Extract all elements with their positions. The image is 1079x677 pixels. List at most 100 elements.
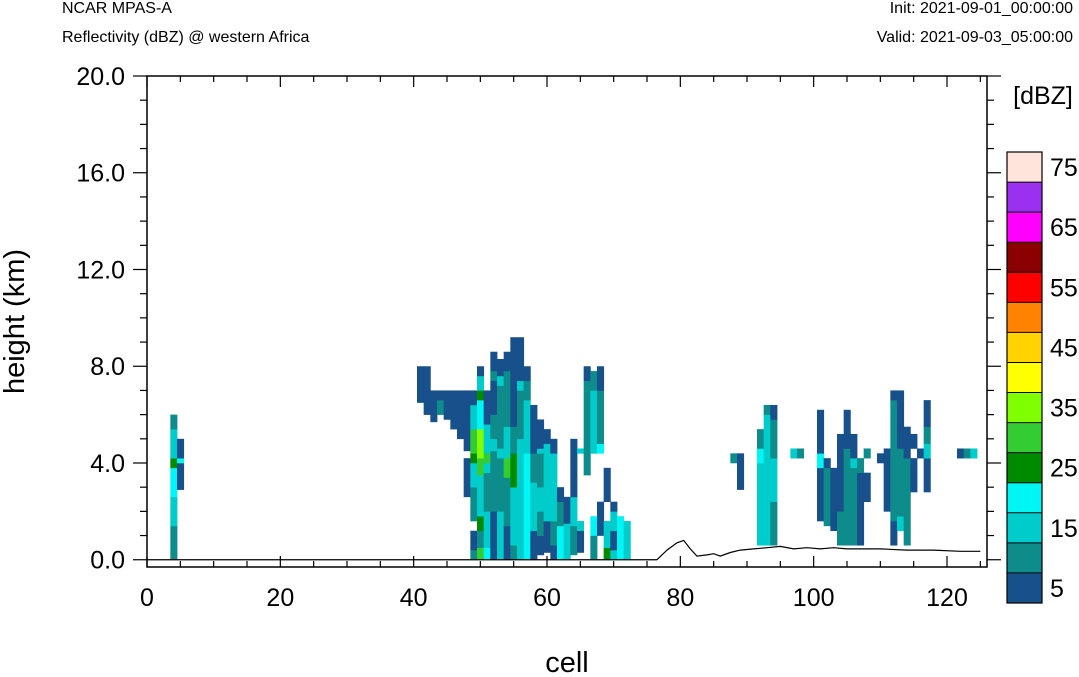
reflectivity-cell [603, 530, 611, 548]
reflectivity-cell [510, 453, 518, 464]
reflectivity-cell [450, 390, 458, 430]
colorbar-label: 25 [1050, 455, 1078, 483]
reflectivity-cell [830, 467, 838, 532]
reflectivity-cell [923, 400, 931, 428]
reflectivity-cell [550, 545, 558, 561]
colorbar-label: 55 [1050, 274, 1078, 302]
reflectivity-cell [797, 448, 805, 459]
reflectivity-cell [537, 419, 545, 449]
reflectivity-cell [477, 390, 485, 401]
reflectivity-cell [503, 458, 511, 478]
reflectivity-cell [170, 525, 178, 561]
reflectivity-cell [897, 390, 905, 449]
reflectivity-cell [483, 472, 491, 512]
reflectivity-cell [823, 467, 831, 527]
reflectivity-cell [523, 453, 531, 561]
reflectivity-cell [457, 390, 465, 440]
reflectivity-cell [470, 487, 478, 522]
reflectivity-cells [170, 337, 978, 561]
colorbar-swatch [1007, 362, 1042, 393]
reflectivity-cell [177, 458, 185, 464]
reflectivity-cell [537, 448, 545, 454]
reflectivity-cell [923, 458, 931, 493]
colorbar-swatch [1007, 482, 1042, 514]
colorbar-title: [dBZ] [1013, 82, 1073, 110]
reflectivity-cell [510, 545, 518, 561]
reflectivity-cell [170, 414, 178, 430]
reflectivity-cell [910, 458, 918, 493]
colorbar-label: 75 [1050, 154, 1078, 182]
reflectivity-cell [477, 458, 485, 476]
reflectivity-cell [837, 511, 845, 546]
reflectivity-cell [603, 547, 611, 561]
reflectivity-cell [903, 458, 911, 546]
reflectivity-cell [550, 453, 558, 522]
reflectivity-cell [610, 501, 618, 512]
reflectivity-cell [477, 475, 485, 517]
colorbar-swatch [1007, 332, 1042, 363]
reflectivity-cell [483, 463, 491, 473]
x-tick-label: 20 [266, 584, 294, 612]
reflectivity-cell [470, 463, 478, 488]
reflectivity-cell [890, 390, 898, 401]
reflectivity-cell [763, 414, 771, 546]
reflectivity-cell [463, 390, 471, 452]
reflectivity-cell [957, 448, 965, 459]
x-axis-ticks: 0 20 40 60 80 100 120 [140, 76, 981, 612]
reflectivity-cell [577, 530, 585, 553]
reflectivity-cell [477, 547, 485, 561]
reflectivity-cell [177, 438, 185, 459]
reflectivity-cell [590, 535, 598, 561]
reflectivity-cell [770, 419, 778, 459]
reflectivity-cell [603, 467, 611, 502]
reflectivity-cell [557, 501, 565, 527]
reflectivity-cell [763, 404, 771, 415]
init-time: Init: 2021-09-01_00:00:00 [889, 0, 1073, 17]
reflectivity-cell [857, 472, 865, 546]
colorbar-label: 65 [1050, 214, 1078, 242]
reflectivity-cell [490, 371, 498, 382]
reflectivity-cell [497, 375, 505, 386]
reflectivity-cell [490, 450, 498, 512]
reflectivity-cell [510, 463, 518, 488]
reflectivity-cell [530, 453, 538, 483]
reflectivity-cell [470, 390, 478, 406]
reflectivity-cell [430, 390, 438, 423]
x-tick-label: 40 [400, 584, 428, 612]
reflectivity-cell [517, 453, 525, 561]
colorbar-label: 45 [1050, 334, 1078, 362]
colorbar-label: 15 [1050, 515, 1078, 543]
reflectivity-cell [857, 458, 865, 473]
reflectivity-cell [883, 448, 891, 512]
reflectivity-cell [583, 380, 591, 464]
reflectivity-cell [597, 443, 605, 454]
reflectivity-cell [890, 400, 898, 454]
reflectivity-cell [503, 426, 511, 459]
reflectivity-cell [417, 366, 425, 403]
colorbar-swatch [1007, 242, 1042, 273]
reflectivity-cell [770, 404, 778, 420]
colorbar-swatch [1007, 392, 1042, 423]
reflectivity-cell [477, 400, 485, 430]
colorbar-label: 5 [1050, 575, 1064, 603]
reflectivity-cell [477, 366, 485, 377]
reflectivity-cell [610, 550, 618, 561]
reflectivity-cell [477, 429, 485, 459]
y-tick-label: 12.0 [76, 256, 125, 284]
reflectivity-cell [530, 530, 538, 561]
reflectivity-cell [483, 547, 491, 561]
reflectivity-cell [477, 375, 485, 391]
reflectivity-cell [497, 511, 505, 561]
colorbar-swatch [1007, 152, 1042, 183]
reflectivity-cell [537, 535, 545, 556]
reflectivity-cell [170, 458, 178, 469]
reflectivity-cell [850, 458, 858, 469]
reflectivity-cell [923, 443, 931, 459]
y-tick-label: 8.0 [90, 353, 125, 381]
reflectivity-cell [497, 448, 505, 459]
reflectivity-cell [917, 448, 925, 459]
reflectivity-cell [903, 426, 911, 449]
reflectivity-cell [817, 409, 825, 454]
reflectivity-cell [477, 530, 485, 548]
